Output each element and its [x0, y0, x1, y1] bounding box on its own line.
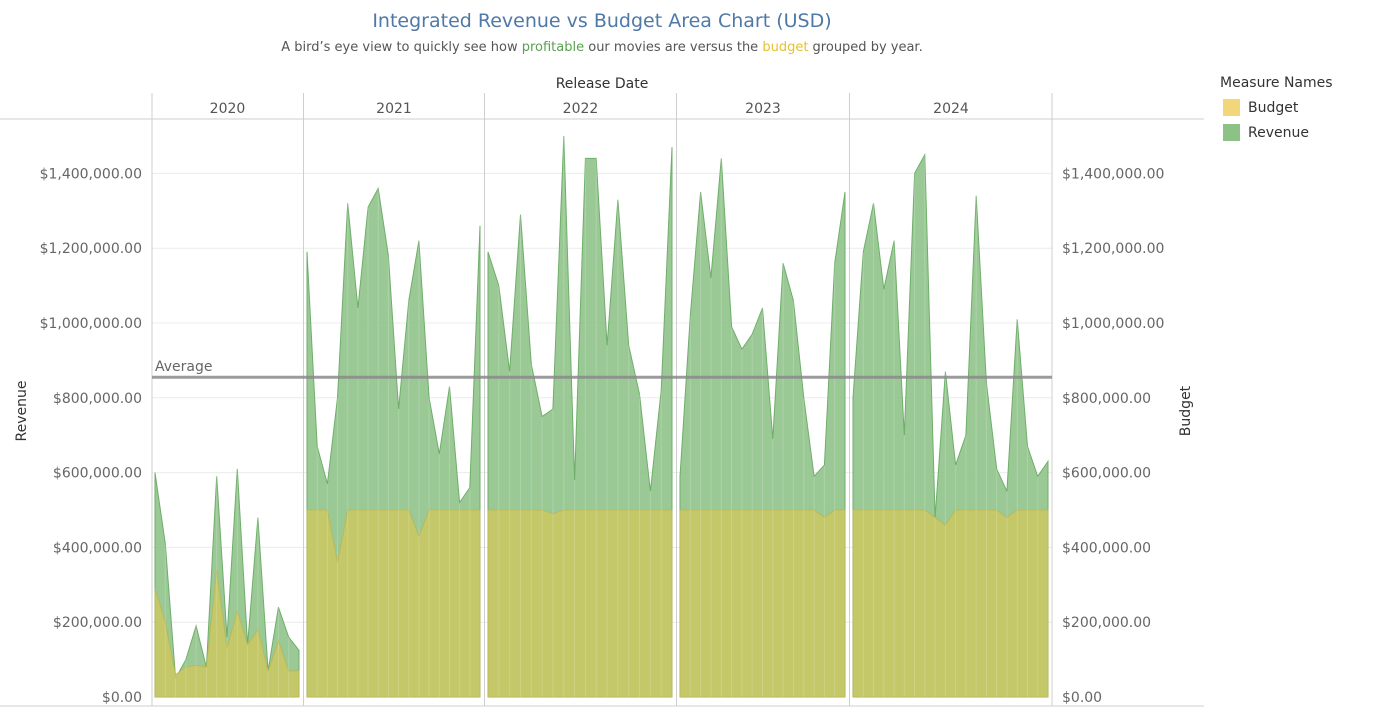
budget-area-2022 — [488, 510, 672, 697]
y-tick-left: $0.00 — [102, 690, 142, 706]
legend-item-budget[interactable]: Budget — [1220, 95, 1333, 120]
column-header-title: Release Date — [556, 76, 649, 92]
y-tick-right: $1,000,000.00 — [1062, 316, 1164, 332]
legend: Measure Names Budget Revenue — [1220, 75, 1333, 145]
year-header-2022: 2022 — [563, 101, 599, 117]
budget-area-2024 — [853, 510, 1048, 697]
year-header-2024: 2024 — [933, 101, 969, 117]
y-tick-right: $1,200,000.00 — [1062, 241, 1164, 257]
y-tick-left: $1,000,000.00 — [40, 316, 142, 332]
legend-item-revenue[interactable]: Revenue — [1220, 120, 1333, 145]
year-header-2023: 2023 — [745, 101, 781, 117]
y-tick-left: $1,200,000.00 — [40, 241, 142, 257]
legend-title: Measure Names — [1220, 75, 1333, 91]
y-tick-right: $600,000.00 — [1062, 466, 1151, 482]
legend-swatch-budget — [1223, 99, 1240, 116]
y-tick-right: $1,400,000.00 — [1062, 166, 1164, 182]
y-tick-right: $0.00 — [1062, 690, 1102, 706]
y-axis-title-left: Revenue — [14, 381, 30, 442]
legend-label-revenue: Revenue — [1248, 125, 1309, 141]
legend-swatch-revenue — [1223, 124, 1240, 141]
legend-label-budget: Budget — [1248, 100, 1298, 116]
area-chart: Release Date 2020 2021 2022 2023 2024 Average $… — [0, 0, 1204, 709]
y-axis-title-right: Budget — [1178, 385, 1194, 436]
y-tick-left: $400,000.00 — [53, 540, 142, 556]
y-tick-left: $600,000.00 — [53, 466, 142, 482]
y-tick-right: $800,000.00 — [1062, 391, 1151, 407]
y-tick-right: $400,000.00 — [1062, 540, 1151, 556]
y-tick-right: $200,000.00 — [1062, 615, 1151, 631]
average-label: Average — [155, 359, 213, 375]
year-header-2021: 2021 — [376, 101, 412, 117]
y-tick-left: $200,000.00 — [53, 615, 142, 631]
budget-area-2021 — [307, 510, 480, 697]
y-tick-left: $800,000.00 — [53, 391, 142, 407]
year-header-2020: 2020 — [210, 101, 246, 117]
y-tick-left: $1,400,000.00 — [40, 166, 142, 182]
